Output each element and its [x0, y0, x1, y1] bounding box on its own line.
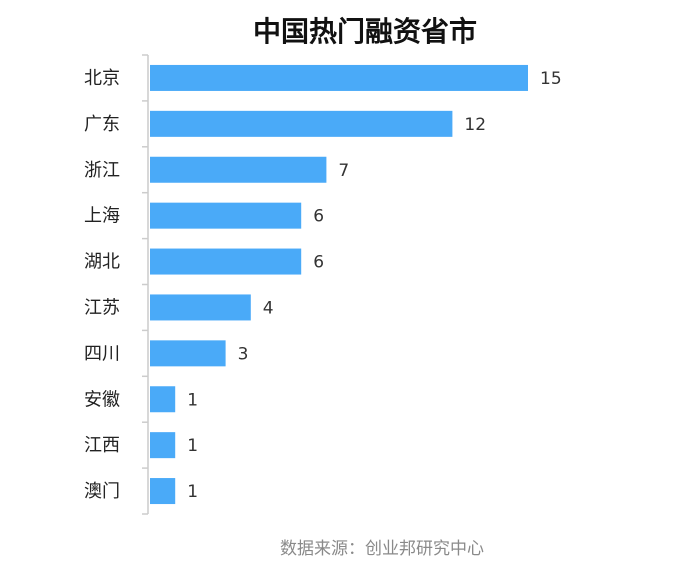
- category-label: 北京: [84, 68, 120, 89]
- value-label: 1: [187, 390, 198, 410]
- bar: [150, 64, 528, 91]
- bar: [150, 386, 176, 413]
- category-label: 江苏: [84, 297, 120, 318]
- category-label: 浙江: [84, 160, 120, 181]
- chart-title: 中国热门融资省市: [252, 15, 477, 48]
- chart-source: 数据来源：创业邦研究中心: [280, 539, 484, 559]
- category-label: 广东: [84, 114, 120, 135]
- value-label: 15: [540, 69, 562, 89]
- value-label: 7: [338, 161, 349, 181]
- bar: [150, 248, 302, 275]
- value-label: 1: [187, 482, 198, 502]
- value-label: 6: [313, 253, 324, 273]
- category-label: 湖北: [84, 252, 120, 273]
- bar: [150, 340, 226, 367]
- value-label: 1: [187, 436, 198, 456]
- bar: [150, 294, 251, 321]
- category-label: 上海: [84, 206, 120, 227]
- value-label: 12: [464, 115, 486, 135]
- category-label: 澳门: [84, 481, 120, 502]
- bar: [150, 156, 327, 183]
- category-label: 四川: [84, 343, 120, 364]
- value-label: 4: [263, 298, 274, 318]
- bar: [150, 202, 302, 229]
- bar: [150, 478, 176, 505]
- value-label: 3: [238, 344, 249, 364]
- bar: [150, 432, 176, 459]
- bar: [150, 110, 453, 137]
- category-label: 江西: [84, 435, 120, 456]
- value-label: 6: [313, 207, 324, 227]
- category-label: 安徽: [84, 389, 120, 410]
